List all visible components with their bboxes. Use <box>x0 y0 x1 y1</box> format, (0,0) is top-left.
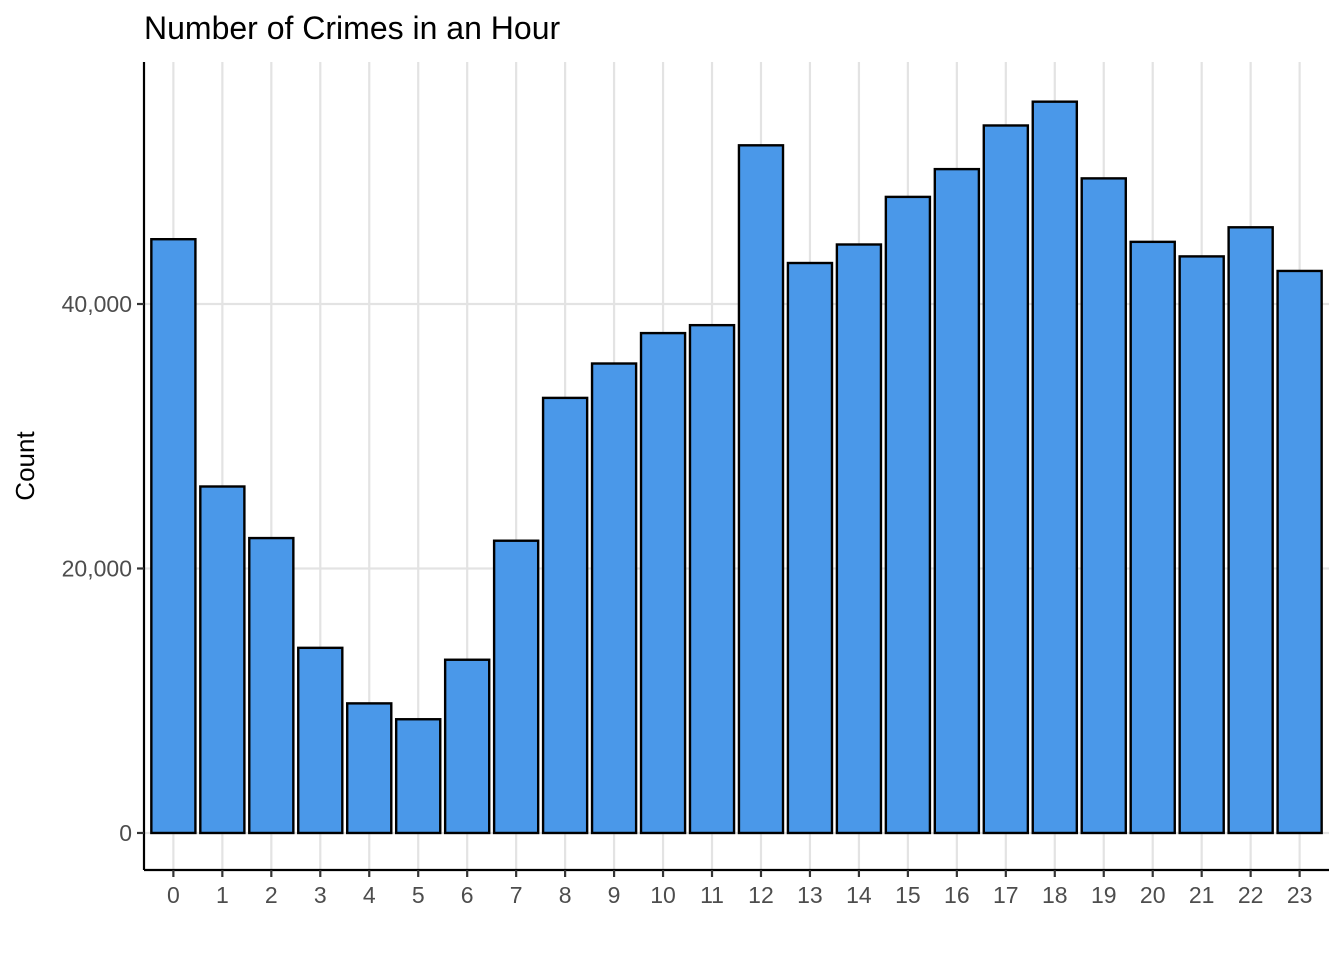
x-tick-label: 3 <box>314 882 327 908</box>
bar <box>492 539 540 835</box>
bar <box>982 124 1030 835</box>
x-tick-label: 1 <box>216 882 229 908</box>
x-tick-label: 7 <box>510 882 523 908</box>
bar <box>835 243 883 835</box>
y-tick-label: 40,000 <box>62 291 132 317</box>
chart-title: Number of Crimes in an Hour <box>144 10 560 46</box>
bar <box>1129 240 1176 835</box>
x-tick-label: 6 <box>461 882 474 908</box>
x-axis-ticks: 0 1 2 3 4 5 6 7 8 9 10 11 12 13 14 15 16 17 18 19 20 21 22 23 <box>167 870 1312 908</box>
bars <box>150 100 1323 835</box>
bar <box>1276 269 1323 835</box>
x-tick-label: 8 <box>559 882 572 908</box>
bar <box>1080 177 1127 835</box>
x-tick-label: 11 <box>700 882 724 908</box>
bar <box>443 658 491 835</box>
bar <box>150 238 197 835</box>
y-axis-title: Count <box>10 431 40 501</box>
x-tick-label: 19 <box>1091 882 1117 908</box>
bar <box>786 261 834 835</box>
x-tick-label: 22 <box>1238 882 1264 908</box>
x-tick-label: 13 <box>797 882 823 908</box>
x-tick-label: 20 <box>1140 882 1166 908</box>
bar <box>688 323 736 835</box>
bar <box>248 536 295 835</box>
bar <box>639 331 687 835</box>
bar <box>933 167 981 835</box>
bar <box>1178 255 1225 835</box>
bar <box>884 195 932 835</box>
x-tick-label: 12 <box>748 882 774 908</box>
x-tick-label: 9 <box>608 882 621 908</box>
bar <box>737 144 785 835</box>
x-tick-label: 10 <box>650 882 676 908</box>
x-tick-label: 5 <box>412 882 425 908</box>
bar <box>199 485 246 835</box>
x-tick-label: 0 <box>167 882 180 908</box>
bar <box>346 702 393 835</box>
y-tick-label: 0 <box>119 820 132 846</box>
x-tick-label: 2 <box>265 882 278 908</box>
y-axis-ticks: 0 20,000 40,000 <box>62 291 144 846</box>
bar <box>297 646 344 835</box>
x-tick-label: 14 <box>846 882 872 908</box>
y-tick-label: 20,000 <box>62 555 132 581</box>
x-tick-label: 16 <box>944 882 970 908</box>
bar <box>1227 226 1274 835</box>
x-tick-label: 23 <box>1287 882 1313 908</box>
bar <box>394 718 442 835</box>
bar <box>1031 100 1079 835</box>
x-tick-label: 21 <box>1189 882 1215 908</box>
x-tick-label: 4 <box>363 882 376 908</box>
x-tick-label: 18 <box>1042 882 1068 908</box>
x-tick-label: 17 <box>993 882 1019 908</box>
bar <box>590 362 638 835</box>
bar <box>541 396 589 835</box>
x-tick-label: 15 <box>895 882 921 908</box>
